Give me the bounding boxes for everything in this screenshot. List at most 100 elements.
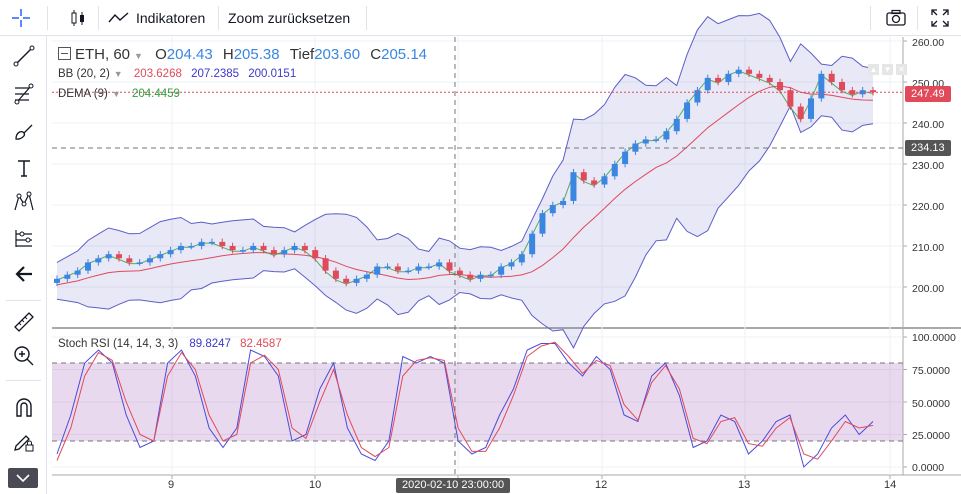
collapse-icon[interactable]	[58, 47, 71, 60]
rsi-tick: 0.0000	[912, 462, 945, 474]
candle	[105, 254, 112, 259]
candle	[663, 131, 670, 140]
candle	[136, 262, 143, 264]
indicators-button[interactable]: Indikatoren	[108, 0, 205, 35]
rsi-k-line	[56, 343, 874, 468]
candle	[363, 274, 370, 279]
rsi-band	[52, 363, 903, 441]
candle	[601, 176, 608, 185]
rsi-d-value: 82.4587	[240, 338, 282, 350]
close-value: 205.14	[381, 46, 428, 63]
candle	[456, 270, 463, 275]
text-icon[interactable]	[10, 154, 38, 182]
candle	[95, 258, 102, 263]
candle	[560, 200, 567, 205]
rsi-tick: 50.0000	[912, 398, 950, 410]
time-tick: 14	[884, 479, 897, 491]
rsi-k-value: 89.8247	[189, 338, 231, 350]
rsi-tick: 100.0000	[912, 332, 956, 344]
candle	[188, 246, 195, 248]
pane-down-icon[interactable]: ▼	[882, 64, 893, 75]
dema-value: 204.4459	[131, 88, 180, 100]
rsi-tick: 75.0000	[912, 365, 950, 377]
candle	[859, 90, 866, 95]
candle	[704, 77, 711, 91]
candle	[715, 77, 722, 82]
price-tick: 230.00	[912, 160, 945, 172]
dema-label: DEMA (9)	[58, 88, 108, 100]
candle	[622, 151, 629, 164]
pane-close-icon[interactable]: ✕	[896, 64, 907, 75]
trendline-icon[interactable]	[10, 42, 38, 70]
high-value: 205.38	[233, 46, 280, 63]
bb-upper-value: 203.6268	[133, 68, 182, 80]
rsi-legend: Stoch RSI (14, 14, 3, 3) 89.8247 82.4587	[58, 338, 282, 350]
candle	[146, 258, 153, 263]
candles-icon[interactable]	[66, 0, 90, 35]
candle	[353, 278, 360, 283]
bollinger-basis	[56, 85, 874, 286]
candle	[673, 118, 680, 132]
candle	[870, 90, 876, 93]
candle	[518, 254, 525, 263]
pattern-icon[interactable]	[10, 188, 38, 216]
fullscreen-icon[interactable]	[928, 0, 952, 35]
main-legend: ETH, 60 ▼ O204.43 H205.38 Tief203.60 C205…	[58, 46, 427, 63]
open-label: O	[155, 46, 167, 63]
pane-up-icon[interactable]: ▲	[868, 64, 879, 75]
zoom-in-icon[interactable]	[10, 342, 38, 370]
candle	[777, 82, 784, 91]
candle	[54, 278, 60, 283]
candle	[746, 69, 753, 74]
candle	[477, 274, 484, 279]
candle	[549, 205, 556, 214]
back-arrow-icon[interactable]	[10, 260, 38, 288]
candle	[735, 69, 742, 74]
price-tick: 260.00	[912, 37, 945, 49]
price-tick: 210.00	[912, 242, 945, 254]
candle	[208, 241, 215, 244]
candle	[219, 241, 226, 246]
time-tick: 10	[309, 479, 322, 491]
candle	[374, 266, 381, 275]
candle	[653, 139, 660, 141]
candle	[157, 254, 164, 259]
candle	[239, 250, 246, 252]
candle	[529, 233, 536, 255]
candle	[270, 250, 277, 255]
candle	[756, 73, 763, 78]
high-label: H	[222, 46, 234, 63]
candle	[126, 258, 133, 263]
reset-zoom-button[interactable]: Zoom zurücksetzen	[228, 0, 350, 35]
candle	[167, 250, 174, 255]
magnet-icon[interactable]	[10, 394, 38, 422]
time-tick: 12	[595, 479, 608, 491]
prediction-icon[interactable]	[10, 224, 38, 252]
candle	[312, 250, 319, 259]
ruler-icon[interactable]	[10, 308, 38, 336]
low-label: Tief	[289, 46, 315, 63]
fib-retracement-icon[interactable]	[10, 80, 38, 108]
bollinger-fill	[57, 13, 873, 348]
lock-pencil-icon[interactable]	[10, 428, 38, 456]
candle	[384, 266, 391, 268]
candle	[839, 82, 846, 91]
close-label: C	[370, 46, 382, 63]
candle	[684, 102, 691, 119]
candle	[818, 73, 825, 99]
collapse-toolbar-icon[interactable]	[8, 468, 38, 488]
time-tick: 9	[168, 479, 175, 491]
candle	[291, 246, 298, 251]
open-value: 204.43	[166, 46, 213, 63]
candle	[415, 266, 422, 271]
candle	[436, 262, 443, 267]
crosshair-icon[interactable]	[8, 0, 34, 35]
candle	[694, 90, 701, 103]
candle	[498, 266, 505, 275]
indicators-label: Indikatoren	[136, 9, 206, 26]
symbol-label: ETH, 60	[75, 46, 131, 63]
brush-icon[interactable]	[10, 118, 38, 146]
candle	[591, 180, 598, 185]
camera-icon[interactable]	[883, 0, 909, 35]
